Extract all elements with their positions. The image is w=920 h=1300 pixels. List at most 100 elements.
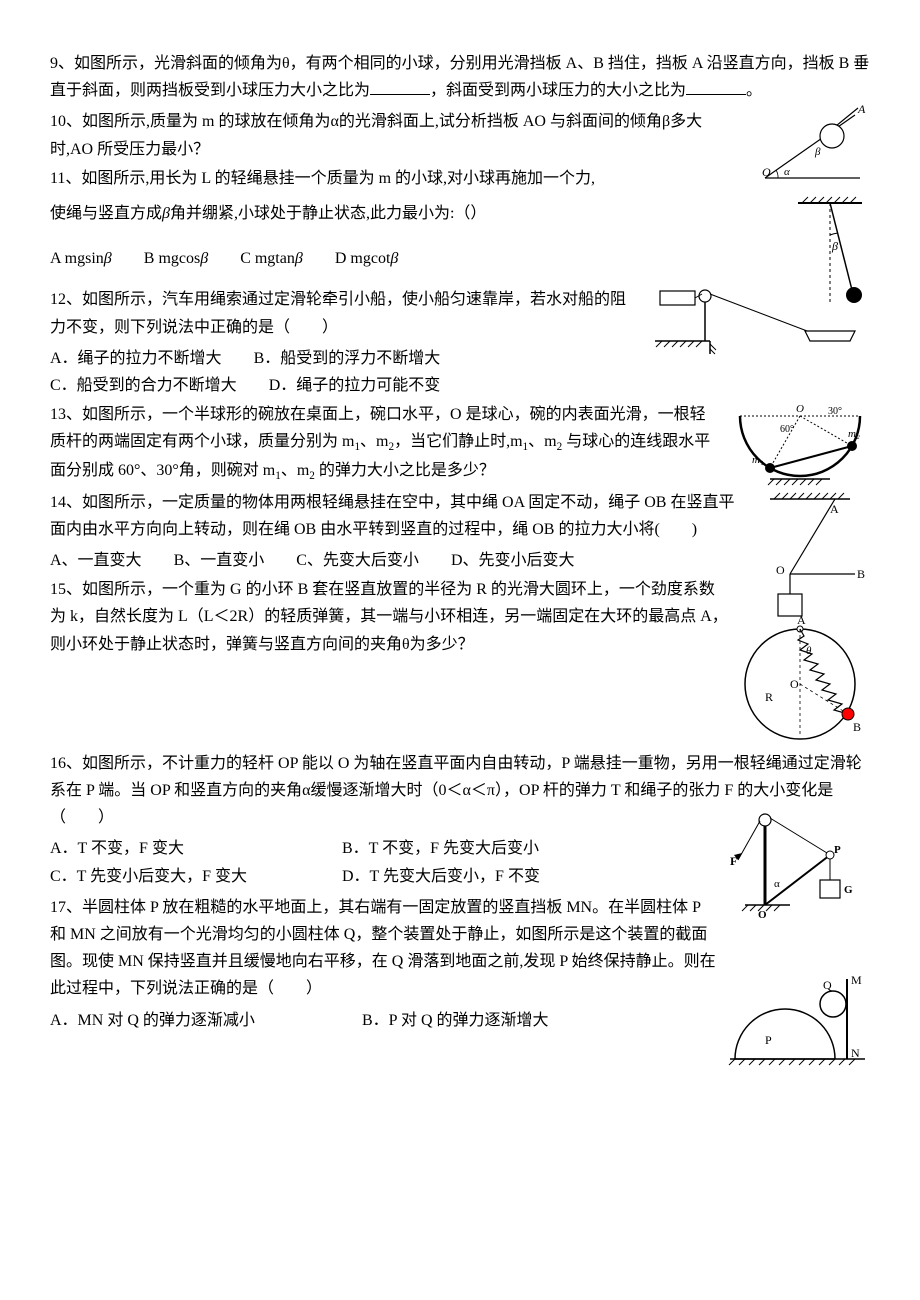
q15-num: 15、	[50, 581, 82, 598]
question-9: 9、如图所示，光滑斜面的倾角为θ，有两个相同的小球，分别用光滑挡板 A、B 挡住…	[50, 50, 870, 104]
q14-opt-a[interactable]: A、一直变大	[50, 547, 142, 574]
q11-num: 11、	[50, 170, 81, 187]
q11-tb: 使绳与竖直方成	[50, 205, 162, 222]
q16-opt-d[interactable]: D．T 先变大后变小，F 不变	[342, 863, 540, 890]
q9-text: 9、如图所示，光滑斜面的倾角为θ，有两个相同的小球，分别用光滑挡板 A、B 挡住…	[50, 50, 870, 104]
q12-opt-b[interactable]: B．船受到的浮力不断增大	[254, 345, 441, 372]
q11-opt-d[interactable]: D mgcotβ	[335, 245, 399, 272]
q14-opt-c[interactable]: C、先变大后变小	[296, 547, 419, 574]
q11-a-val: mgsin	[65, 250, 104, 267]
q13-tf: 、m	[281, 462, 309, 479]
q11-tc: 角并绷紧,小球处于静止状态,此力最小为:（）	[170, 205, 486, 222]
svg-text:m₁: m₁	[752, 454, 764, 466]
q16-opt-a[interactable]: A．T 不变，F 变大	[50, 835, 310, 862]
q11-d-val: mgcot	[350, 250, 390, 267]
q11-opt-b[interactable]: B mgcosβ	[144, 245, 208, 272]
bowl-icon: O 60° 30° m₁ m₂	[730, 401, 870, 496]
q12-figure	[650, 286, 870, 365]
q11-d-sym: β	[390, 250, 398, 267]
q13-tc: ，当它们静止时,m	[394, 433, 522, 450]
question-10: 10、如图所示,质量为 m 的球放在倾角为α的光滑斜面上,试分析挡板 AO 与斜…	[50, 108, 870, 162]
q12-options: A．绳子的拉力不断增大 B．船受到的浮力不断增大 C．船受到的合力不断增大 D．…	[50, 345, 630, 399]
q12-num: 12、	[50, 291, 82, 308]
q13-td: 、m	[528, 433, 556, 450]
q13-tg: 的弹力大小之比是多少？	[315, 462, 495, 479]
svg-text:P: P	[765, 1033, 772, 1047]
svg-text:30°: 30°	[828, 406, 842, 417]
q17-options: A．MN 对 Q 的弹力逐渐减小 B．P 对 Q 的弹力逐渐增大	[50, 1007, 720, 1034]
svg-text:R: R	[765, 690, 773, 704]
svg-text:60°: 60°	[780, 424, 794, 435]
q11-text-wrap: 11、如图所示,用长为 L 的轻绳悬挂一个质量为 m 的小球,对小球再施加一个力…	[50, 165, 870, 273]
q10-num: 10、	[50, 113, 82, 130]
svg-text:Q: Q	[823, 978, 832, 992]
q15-text: 如图所示，一个重为 G 的小环 B 套在竖直放置的半径为 R 的光滑大圆环上，一…	[50, 581, 728, 652]
q11-b-sym: β	[200, 250, 208, 267]
q16-opt-c[interactable]: C．T 先变小后变大，F 变大	[50, 863, 310, 890]
svg-text:F: F	[730, 854, 737, 868]
svg-text:α: α	[774, 878, 780, 890]
svg-text:O: O	[796, 403, 804, 415]
q14-text: 如图所示，一定质量的物体用两根轻绳悬挂在空中，其中绳 OA 固定不动，绳子 OB…	[50, 494, 734, 538]
question-17: 17、半圆柱体 P 放在粗糙的水平地面上，其右端有一固定放置的竖直挡板 MN。在…	[50, 894, 870, 1034]
pulley-boat-icon	[650, 286, 870, 356]
q11-opt-a[interactable]: A mgsinβ	[50, 245, 112, 272]
q9-blank2[interactable]	[686, 79, 746, 95]
q12-opt-d[interactable]: D．绳子的拉力可能不变	[269, 372, 441, 399]
q9-num: 9、	[50, 55, 74, 72]
q12-text: 如图所示，汽车用绳索通过定滑轮牵引小船，使小船匀速靠岸，若水对船的阻力不变，则下…	[50, 291, 626, 335]
svg-text:θ: θ	[806, 645, 812, 657]
ring-spring-icon: A O R B θ	[740, 606, 870, 756]
svg-text:M: M	[851, 973, 862, 987]
q17-figure: P Q M N	[725, 964, 870, 1083]
q9-tc: 。	[746, 82, 762, 99]
svg-text:O: O	[776, 563, 785, 577]
q14-text-wrap: 14、如图所示，一定质量的物体用两根轻绳悬挂在空中，其中绳 OA 固定不动，绳子…	[50, 489, 870, 575]
svg-text:β: β	[831, 239, 838, 253]
q17-text: 半圆柱体 P 放在粗糙的水平地面上，其右端有一固定放置的竖直挡板 MN。在半圆柱…	[50, 899, 716, 998]
q11-b-lbl: B	[144, 250, 155, 267]
q10-text: 如图所示,质量为 m 的球放在倾角为α的光滑斜面上,试分析挡板 AO 与斜面间的…	[50, 113, 702, 157]
svg-text:N: N	[851, 1046, 860, 1060]
q11-a-lbl: A	[50, 250, 61, 267]
q17-opt-b[interactable]: B．P 对 Q 的弹力逐渐增大	[362, 1007, 549, 1034]
q11-beta: β	[162, 205, 170, 222]
q14-opt-d[interactable]: D、先变小后变大	[451, 547, 575, 574]
svg-text:P: P	[834, 844, 841, 856]
svg-text:A: A	[857, 103, 866, 116]
q17-num: 17、	[50, 899, 82, 916]
q11-b-val: mgcos	[158, 250, 200, 267]
svg-text:m₂: m₂	[848, 428, 860, 440]
svg-text:O: O	[790, 677, 799, 691]
question-13: 13、如图所示，一个半球形的碗放在桌面上，碗口水平，O 是球心，碗的内表面光滑，…	[50, 401, 870, 487]
svg-text:B: B	[853, 720, 861, 734]
question-12: 12、如图所示，汽车用绳索通过定滑轮牵引小船，使小船匀速靠岸，若水对船的阻力不变…	[50, 286, 870, 399]
question-14: 14、如图所示，一定质量的物体用两根轻绳悬挂在空中，其中绳 OA 固定不动，绳子…	[50, 489, 870, 575]
semicircle-cylinder-icon: P Q M N	[725, 964, 870, 1074]
q11-ta: 如图所示,用长为 L 的轻绳悬挂一个质量为 m 的小球,对小球再施加一个力,	[81, 170, 595, 187]
q17-opt-a[interactable]: A．MN 对 Q 的弹力逐渐减小	[50, 1007, 330, 1034]
question-11: 11、如图所示,用长为 L 的轻绳悬挂一个质量为 m 的小球,对小球再施加一个力…	[50, 165, 870, 273]
q12-opt-a[interactable]: A．绳子的拉力不断增大	[50, 345, 222, 372]
q14-options: A、一直变大 B、一直变小 C、先变大后变小 D、先变小后变大	[50, 547, 740, 574]
q11-c-lbl: C	[240, 250, 251, 267]
q11-options: A mgsinβ B mgcosβ C mgtanβ D mgcotβ	[50, 245, 760, 272]
q16-num: 16、	[50, 755, 82, 772]
q9-blank1[interactable]	[370, 79, 430, 95]
q15-figure: A O R B θ	[740, 606, 870, 765]
q11-c-val: mgtan	[255, 250, 295, 267]
question-16: 16、如图所示，不计重力的轻杆 OP 能以 O 为轴在竖直平面内自由转动，P 端…	[50, 750, 870, 890]
svg-text:β: β	[814, 146, 821, 158]
q12-opt-c[interactable]: C．船受到的合力不断增大	[50, 372, 237, 399]
question-15: 15、如图所示，一个重为 G 的小环 B 套在竖直放置的半径为 R 的光滑大圆环…	[50, 576, 870, 658]
q13-tb: 、m	[360, 433, 388, 450]
q11-c-sym: β	[295, 250, 303, 267]
q11-d-lbl: D	[335, 250, 347, 267]
q11-opt-c[interactable]: C mgtanβ	[240, 245, 303, 272]
q13-num: 13、	[50, 406, 82, 423]
q14-opt-b[interactable]: B、一直变小	[174, 547, 265, 574]
q14-num: 14、	[50, 494, 82, 511]
q9-tb: ，斜面受到两小球压力的大小之比为	[430, 82, 686, 99]
q16-opt-b[interactable]: B．T 不变，F 先变大后变小	[342, 835, 539, 862]
q10-text-wrap: 10、如图所示,质量为 m 的球放在倾角为α的光滑斜面上,试分析挡板 AO 与斜…	[50, 108, 870, 162]
